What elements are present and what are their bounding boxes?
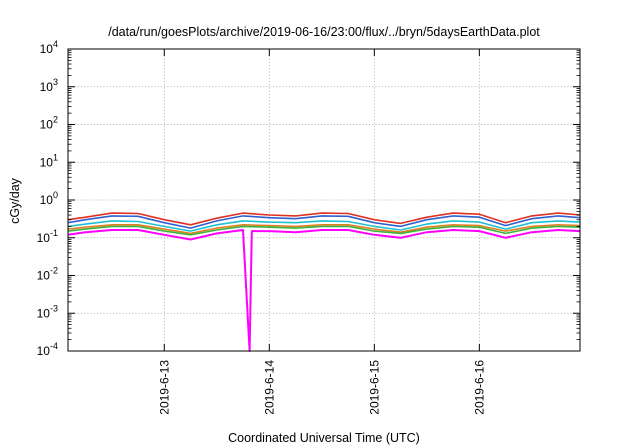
y-tick-label: 102 <box>40 115 58 132</box>
y-tick-base: 10 <box>37 306 51 320</box>
y-tick-label: 100 <box>40 190 58 207</box>
chart-title: /data/run/goesPlots/archive/2019-06-16/2… <box>108 25 540 39</box>
x-tick-label: 2019-6-13 <box>157 360 171 415</box>
series-line <box>67 212 581 226</box>
y-tick-label: 10-3 <box>37 303 58 320</box>
x-tick-label: 2019-6-16 <box>472 360 486 415</box>
series-layer <box>67 212 581 352</box>
x-tick-label: 2019-6-15 <box>367 360 381 415</box>
y-tick-label: 10-4 <box>37 341 58 358</box>
y-tick-base: 10 <box>40 155 54 169</box>
y-tick-base: 10 <box>37 231 51 245</box>
y-tick-base: 10 <box>40 80 54 94</box>
y-tick-base: 10 <box>40 42 54 56</box>
y-tick-label: 101 <box>40 152 58 169</box>
axis-ticks <box>68 48 580 352</box>
y-tick-exponent: 2 <box>53 115 58 125</box>
y-axis-label: cGy/day <box>8 177 22 224</box>
y-tick-exponent: 3 <box>53 77 58 87</box>
x-tick-labels: 2019-6-13 2019-6-14 2019-6-15 2019-6-16 <box>157 360 486 415</box>
series-line <box>67 229 581 352</box>
y-tick-label: 103 <box>40 77 58 94</box>
series-line <box>67 224 581 235</box>
grid-lines <box>68 49 580 351</box>
series-line <box>67 215 581 229</box>
y-tick-exponent: -3 <box>50 303 58 313</box>
y-tick-exponent: -2 <box>50 266 58 276</box>
y-tick-exponent: 4 <box>53 39 58 49</box>
y-tick-base: 10 <box>37 344 51 358</box>
y-tick-base: 10 <box>37 269 51 283</box>
y-tick-label: 10-1 <box>37 228 58 245</box>
y-tick-label: 10-2 <box>37 266 58 283</box>
x-axis-label: Coordinated Universal Time (UTC) <box>228 431 420 445</box>
y-tick-base: 10 <box>40 193 54 207</box>
series-line <box>67 220 581 232</box>
y-tick-exponent: 0 <box>53 190 58 200</box>
x-tick-label: 2019-6-14 <box>262 360 276 415</box>
y-tick-label: 104 <box>40 39 58 56</box>
y-tick-exponent: 1 <box>53 152 58 162</box>
y-tick-exponent: -4 <box>50 341 58 351</box>
y-tick-base: 10 <box>40 118 54 132</box>
y-tick-exponent: -1 <box>50 228 58 238</box>
series-line <box>67 225 581 236</box>
